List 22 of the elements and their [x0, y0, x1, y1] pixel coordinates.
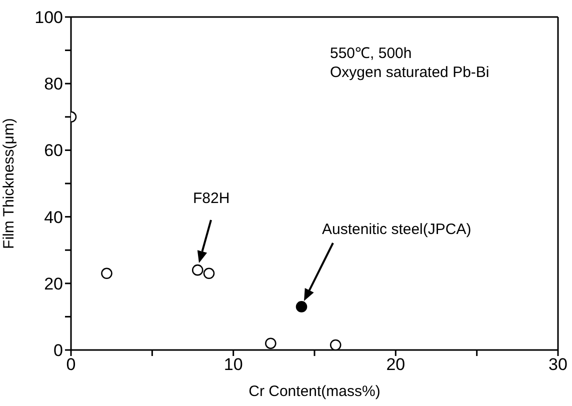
x-tick-label: 20 — [386, 355, 406, 374]
y-tick-label: 0 — [54, 341, 63, 360]
point — [192, 264, 204, 276]
point — [330, 339, 342, 350]
annotation: F82H — [193, 190, 230, 207]
y-tick-label: 80 — [44, 74, 63, 94]
annotation: 550℃, 500h — [330, 44, 412, 62]
x-tick-label: 30 — [548, 355, 568, 374]
y-tick-label: 100 — [34, 8, 63, 28]
y-tick-label: 60 — [44, 141, 63, 160]
y-tick-label: 20 — [44, 274, 63, 294]
point — [203, 268, 215, 280]
x-tick-label: 0 — [66, 355, 76, 374]
y-axis-title: Film Thickness(μm) — [0, 118, 18, 249]
point — [101, 268, 112, 280]
point — [296, 301, 308, 312]
x-axis-title: Cr Content(mass%) — [248, 383, 380, 400]
y-tick-label: 40 — [44, 208, 63, 227]
x-tick-label: 10 — [224, 355, 243, 374]
annotation: Austenitic steel(JPCA) — [322, 221, 472, 238]
annotation: Oxygen saturated Pb-Bi — [330, 64, 490, 81]
point — [265, 338, 276, 349]
